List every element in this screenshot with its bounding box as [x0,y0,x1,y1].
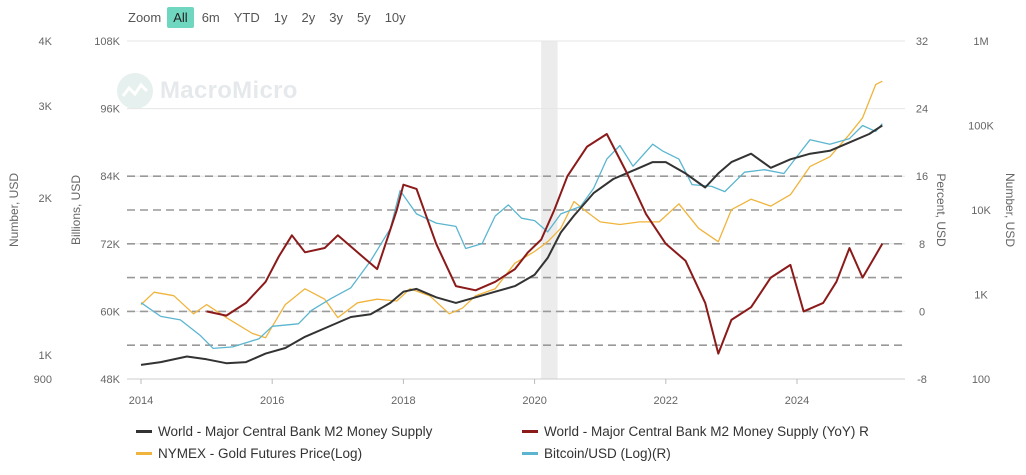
left-outer-tick-label: 2K [39,193,53,205]
series-line-bitcoin [140,123,883,350]
zoom-5y-button[interactable]: 5y [356,9,371,25]
legend-item-m2-yoy[interactable]: World - Major Central Bank M2 Money Supp… [522,424,869,439]
zoom-all-button[interactable]: All [167,6,194,28]
zoom-1y-button[interactable]: 1y [273,9,288,25]
left-inner-tick-label: 108K [94,36,120,48]
right-outer-tick-label: 1M [973,36,988,48]
left-outer-tick-label: 1K [39,350,53,362]
right-inner-axis-title: Percent, USD [934,173,948,247]
legend-swatch-m2 [136,430,152,433]
legend-label-m2: World - Major Central Bank M2 Money Supp… [158,424,433,439]
right-inner-tick-label: 16 [916,171,928,183]
left-inner-tick-label: 72K [100,239,120,251]
legend-item-bitcoin[interactable]: Bitcoin/USD (Log)(R) [522,446,671,461]
legend-swatch-gold [136,452,152,455]
right-inner-tick-label: 24 [916,104,928,116]
macromicro-logo-icon [117,73,153,109]
zoom-2y-button[interactable]: 2y [301,9,316,25]
x-tick-label: 2016 [260,395,284,407]
legend-swatch-m2-yoy [522,430,538,433]
x-tick-label: 2014 [129,395,153,407]
zoom-label: Zoom [128,9,162,25]
left-outer-tick-label: 900 [34,374,52,386]
series-line-m2 [140,124,883,366]
right-inner-tick-label: -8 [917,374,927,386]
left-inner-tick-label: 60K [100,306,120,318]
legend-label-bitcoin: Bitcoin/USD (Log)(R) [544,446,671,461]
left-outer-tick-label: 4K [39,36,53,48]
zoom-10y-button[interactable]: 10y [384,9,406,25]
right-inner-tick-label: 8 [919,239,925,251]
right-outer-axis-title: Number, USD [1003,173,1017,247]
x-tick-label: 2018 [391,395,415,407]
left-inner-tick-label: 84K [100,171,120,183]
left-inner-tick-label: 96K [100,104,120,116]
zoom-ytd-button[interactable]: YTD [233,9,260,25]
left-outer-axis-title: Number, USD [7,173,21,247]
legend-label-gold: NYMEX - Gold Futures Price(Log) [158,446,363,461]
x-tick-label: 2020 [522,395,546,407]
right-inner-tick-label: 0 [919,306,925,318]
watermark: MacroMicro [116,72,298,110]
right-outer-tick-label: 1K [974,290,988,302]
legend-item-m2[interactable]: World - Major Central Bank M2 Money Supp… [136,424,432,439]
right-inner-tick-label: 32 [916,36,928,48]
x-tick-label: 2024 [785,395,809,407]
legend-label-m2-yoy: World - Major Central Bank M2 Money Supp… [544,424,869,439]
zoom-3y-button[interactable]: 3y [329,9,343,25]
right-outer-tick-label: 10K [971,205,991,217]
chart: 2014 2016 2018 2020 2022 2024 900 1K 2K 3K 4K 48K 60… [7,36,1017,407]
series-line-m2-yoy [206,133,884,355]
left-inner-tick-label: 48K [100,374,120,386]
right-outer-tick-label: 100K [968,121,994,133]
x-tick-label: 2022 [654,395,678,407]
left-inner-axis-title: Billions, USD [69,175,83,245]
zoom-6m-button[interactable]: 6m [201,9,220,25]
range-selector: Zoom All 6m YTD 1y 2y 3y 5y 10y [128,6,414,28]
left-outer-tick-label: 3K [39,101,53,113]
legend-swatch-bitcoin [522,452,538,455]
right-outer-tick-label: 100 [972,374,990,386]
watermark-text: MacroMicro [160,77,298,104]
legend-item-gold[interactable]: NYMEX - Gold Futures Price(Log) [136,446,362,461]
